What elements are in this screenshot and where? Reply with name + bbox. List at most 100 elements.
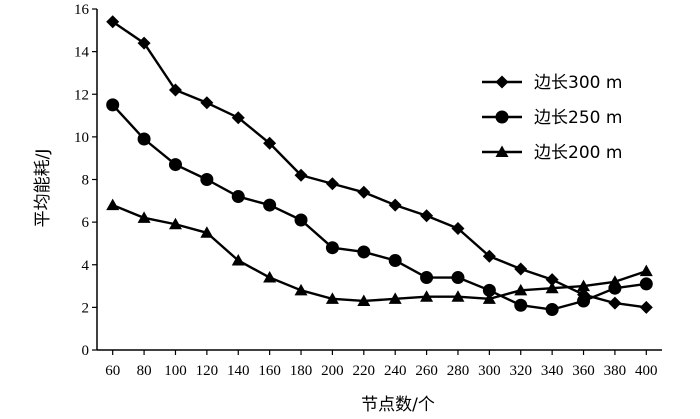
legend-item: 边长200 m xyxy=(482,143,622,163)
x-tick-label: 180 xyxy=(290,363,313,379)
circle-marker xyxy=(545,303,559,317)
diamond-marker xyxy=(263,136,277,150)
diamond-marker xyxy=(200,96,214,110)
circle-marker xyxy=(357,245,371,259)
diamond-marker xyxy=(294,168,308,182)
diamond-marker xyxy=(495,75,509,89)
series-line xyxy=(111,104,647,311)
y-tick-label: 16 xyxy=(74,2,90,18)
x-tick-label: 160 xyxy=(258,363,281,379)
triangle-marker xyxy=(388,292,402,304)
triangle-marker xyxy=(514,283,528,296)
diamond-marker xyxy=(639,300,653,314)
y-tick-label: 6 xyxy=(82,215,90,231)
circle-marker xyxy=(231,190,245,204)
y-tick-label: 14 xyxy=(74,45,90,61)
triangle-marker xyxy=(420,290,434,302)
diamond-marker xyxy=(168,83,182,97)
circle-marker xyxy=(106,98,120,112)
triangle-marker xyxy=(263,271,277,283)
series-circle xyxy=(106,98,653,317)
x-tick-label: 260 xyxy=(415,363,438,379)
circle-marker xyxy=(168,158,182,172)
circle-marker xyxy=(639,277,653,291)
series-triangle xyxy=(106,198,653,306)
triangle-marker xyxy=(608,275,622,287)
x-axis-ticks: 60 80 100 120 140 160 180 200 220 240 260 280 300 320… xyxy=(105,350,658,379)
y-tick-label: 0 xyxy=(82,343,90,359)
triangle-marker xyxy=(200,226,214,238)
circle-marker xyxy=(263,198,277,212)
triangle-marker xyxy=(137,211,151,223)
triangle-marker xyxy=(495,145,509,157)
diamond-marker xyxy=(608,296,622,310)
series-diamond xyxy=(106,15,653,314)
x-tick-label: 220 xyxy=(353,363,376,379)
x-tick-label: 80 xyxy=(137,363,152,379)
triangle-marker xyxy=(168,217,182,230)
x-tick-label: 100 xyxy=(164,363,187,379)
legend: 边长300 m 边长250 m 边长200 m xyxy=(482,73,622,163)
x-tick-label: 400 xyxy=(635,363,658,379)
x-tick-label: 340 xyxy=(541,363,564,379)
x-tick-label: 320 xyxy=(510,363,533,379)
legend-label: 边长300 m xyxy=(534,73,622,93)
x-tick-label: 140 xyxy=(227,363,250,379)
circle-marker xyxy=(577,294,591,308)
legend-item: 边长300 m xyxy=(482,73,622,93)
circle-marker xyxy=(137,132,151,146)
y-axis-ticks: 0 2 4 6 8 10 12 14 16 xyxy=(74,2,97,359)
diamond-marker xyxy=(106,15,120,29)
x-tick-label: 360 xyxy=(572,363,595,379)
series-line xyxy=(112,20,647,309)
diamond-marker xyxy=(514,262,528,276)
diamond-marker xyxy=(388,198,402,212)
circle-marker xyxy=(294,213,308,227)
triangle-marker xyxy=(357,294,371,306)
triangle-marker xyxy=(639,264,653,277)
x-tick-label: 60 xyxy=(105,363,120,379)
triangle-marker xyxy=(577,279,591,292)
legend-item: 边长250 m xyxy=(482,108,622,128)
y-tick-label: 2 xyxy=(82,300,90,316)
diamond-marker xyxy=(137,36,151,50)
series-line xyxy=(112,203,647,303)
x-tick-label: 280 xyxy=(447,363,470,379)
diamond-marker xyxy=(545,273,559,287)
legend-label: 边长250 m xyxy=(534,108,622,128)
y-axis-label: 平均能耗/J xyxy=(33,149,53,228)
x-tick-label: 120 xyxy=(196,363,219,379)
circle-marker xyxy=(388,253,402,267)
triangle-marker xyxy=(451,290,465,302)
x-axis-label: 节点数/个 xyxy=(361,395,435,415)
circle-marker xyxy=(325,241,339,255)
triangle-marker xyxy=(106,198,120,211)
diamond-marker xyxy=(325,177,339,191)
x-tick-label: 240 xyxy=(384,363,407,379)
circle-marker xyxy=(420,271,434,285)
y-tick-label: 8 xyxy=(82,173,90,189)
circle-marker xyxy=(451,271,465,285)
circle-marker xyxy=(495,110,509,124)
triangle-marker xyxy=(545,281,559,294)
legend-label: 边长200 m xyxy=(534,143,622,163)
diamond-marker xyxy=(482,249,496,263)
x-tick-label: 300 xyxy=(478,363,501,379)
circle-marker xyxy=(482,283,496,297)
triangle-marker xyxy=(482,292,496,304)
y-tick-label: 10 xyxy=(74,130,89,146)
triangle-marker xyxy=(231,253,245,266)
diamond-marker xyxy=(420,209,434,223)
series-group xyxy=(106,15,653,317)
triangle-marker xyxy=(294,283,308,296)
circle-marker xyxy=(200,173,214,186)
circle-marker xyxy=(514,298,528,312)
x-tick-label: 200 xyxy=(321,363,344,379)
triangle-marker xyxy=(325,292,339,304)
diamond-marker xyxy=(451,222,465,236)
diamond-marker xyxy=(231,111,245,125)
y-tick-label: 4 xyxy=(82,258,90,274)
y-tick-label: 12 xyxy=(74,87,89,103)
diamond-marker xyxy=(357,185,371,199)
